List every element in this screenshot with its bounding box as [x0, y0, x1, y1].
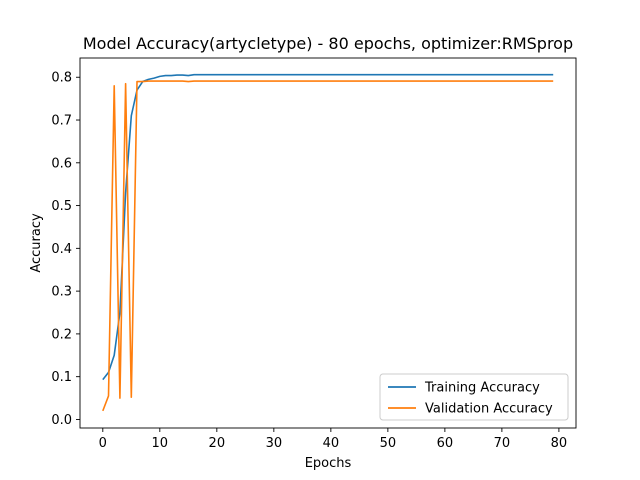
y-tick-label: 0.7	[51, 114, 72, 129]
y-tick-label: 0.3	[51, 285, 72, 300]
x-axis-label: Epochs	[305, 456, 352, 471]
x-tick-label: 10	[152, 436, 169, 451]
y-tick-label: 0.0	[51, 413, 72, 428]
chart-title: Model Accuracy(artycletype) - 80 epochs,…	[83, 34, 573, 53]
legend: Training Accuracy Validation Accuracy	[379, 373, 569, 421]
y-axis-label: Accuracy	[29, 213, 44, 273]
x-tick-label: 40	[323, 436, 340, 451]
x-axis: 0 10 20 30 40 50 60 70 80	[99, 428, 568, 451]
legend-box	[379, 373, 569, 421]
x-tick-label: 70	[494, 436, 511, 451]
x-tick-label: 60	[437, 436, 454, 451]
x-tick-label: 30	[266, 436, 283, 451]
y-tick-label: 0.5	[51, 199, 72, 214]
legend-label-2: Validation Accuracy	[425, 402, 553, 417]
x-tick-label: 50	[380, 436, 397, 451]
y-tick-label: 0.6	[51, 156, 72, 171]
y-axis: 0.0 0.1 0.2 0.3 0.4 0.5 0.6 0.7 0.8	[51, 71, 80, 428]
x-tick-label: 20	[209, 436, 226, 451]
x-tick-label: 0	[99, 436, 107, 451]
y-tick-label: 0.2	[51, 327, 72, 342]
x-tick-label: 80	[551, 436, 568, 451]
y-tick-label: 0.8	[51, 71, 72, 86]
legend-label-1: Training Accuracy	[424, 381, 540, 396]
series-line-1	[102, 73, 554, 381]
series-line-2	[102, 80, 554, 412]
y-tick-label: 0.4	[51, 242, 72, 257]
plot-area	[79, 57, 577, 429]
axes-frame	[79, 57, 577, 429]
y-tick-label: 0.1	[51, 370, 72, 385]
